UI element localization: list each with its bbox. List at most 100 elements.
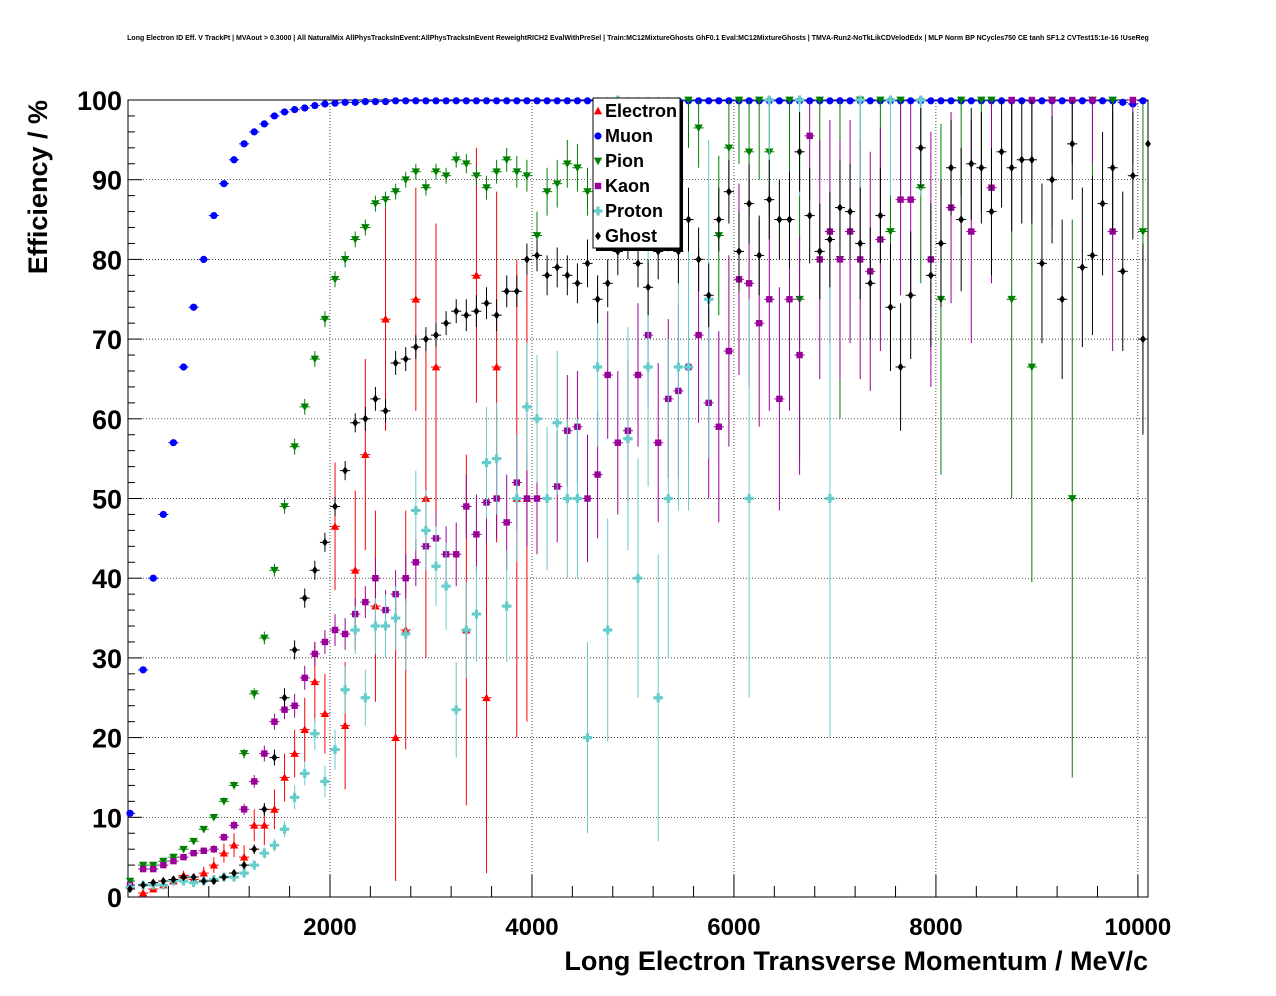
y-tick-label: 40 (92, 564, 122, 594)
data-point (160, 876, 167, 886)
legend-label-ghost: Ghost (605, 226, 657, 246)
data-point (443, 318, 450, 328)
data-point (563, 160, 572, 168)
data-point (532, 232, 542, 240)
data-point (301, 104, 309, 112)
data-point (381, 621, 391, 631)
data-point (230, 156, 238, 164)
data-point (290, 792, 300, 802)
data-point (542, 188, 552, 196)
data-point (876, 96, 885, 105)
data-point (1119, 98, 1127, 106)
data-point (1007, 295, 1016, 304)
x-tick-label: 8000 (909, 914, 962, 941)
data-point (372, 394, 379, 404)
data-point (736, 247, 742, 256)
legend-marker-pion (593, 157, 603, 166)
data-point (270, 805, 279, 813)
data-point (402, 354, 409, 364)
data-point (320, 709, 330, 718)
data-point (816, 247, 823, 256)
data-point (513, 97, 521, 105)
data-point (1089, 96, 1096, 104)
data-point (675, 247, 682, 256)
data-point (745, 280, 753, 287)
y-axis-label: Efficiency / % (23, 100, 53, 274)
data-point (140, 880, 147, 890)
data-point (492, 168, 501, 176)
y-tick-label: 100 (77, 86, 122, 116)
data-point (897, 196, 904, 203)
data-point (553, 97, 561, 105)
data-point (522, 172, 532, 180)
data-point (573, 164, 582, 172)
data-point (463, 310, 470, 320)
data-point (766, 296, 773, 303)
data-point (462, 97, 470, 105)
data-point (270, 112, 279, 120)
data-point (663, 494, 673, 503)
data-point (1068, 495, 1077, 503)
data-point (190, 849, 197, 857)
data-point (705, 291, 712, 300)
data-point (362, 598, 369, 606)
data-point (654, 439, 662, 446)
data-point (331, 626, 339, 634)
data-point (1078, 97, 1086, 105)
data-point (927, 271, 934, 280)
data-point (967, 97, 975, 105)
data-point (229, 782, 239, 790)
data-point (916, 95, 926, 105)
data-point (695, 331, 702, 339)
data-point (564, 271, 571, 280)
data-point (1028, 155, 1035, 164)
data-point (431, 362, 441, 371)
data-point (422, 97, 430, 105)
data-point (483, 299, 490, 308)
data-point (330, 745, 340, 755)
data-point (1008, 96, 1015, 104)
data-point (170, 875, 177, 884)
data-point (432, 97, 440, 105)
data-point (998, 147, 1005, 157)
series-ghost (127, 100, 1151, 894)
data-point (857, 239, 864, 248)
data-point (583, 733, 593, 743)
data-point (552, 418, 562, 428)
data-point (482, 184, 491, 192)
data-point (877, 211, 884, 220)
data-point (249, 860, 259, 870)
data-point (170, 857, 177, 865)
data-point (776, 395, 783, 403)
data-point (210, 845, 218, 853)
data-point (361, 450, 370, 459)
data-point (1048, 96, 1056, 104)
data-point (673, 362, 683, 372)
y-tick-label: 0 (107, 883, 122, 913)
data-point (815, 96, 824, 105)
legend-marker-proton (593, 206, 603, 216)
data-point (482, 458, 492, 468)
y-tick-label: 50 (92, 485, 122, 515)
data-point (645, 283, 652, 292)
data-point (855, 95, 865, 105)
data-point (776, 215, 783, 224)
data-point (452, 97, 460, 105)
data-point (938, 239, 944, 248)
data-point (786, 215, 793, 224)
data-point (653, 693, 663, 703)
data-point (1079, 263, 1086, 272)
data-point (886, 228, 895, 236)
data-point (1098, 97, 1107, 105)
data-point (1058, 97, 1066, 105)
data-point (463, 503, 470, 510)
data-point (381, 97, 390, 106)
data-point (522, 402, 532, 412)
data-point (341, 98, 349, 106)
legend-label-proton: Proton (605, 201, 663, 221)
data-point (755, 319, 763, 327)
data-point (513, 287, 520, 296)
data-point (330, 275, 340, 284)
data-point (391, 733, 400, 741)
data-point (512, 168, 522, 176)
